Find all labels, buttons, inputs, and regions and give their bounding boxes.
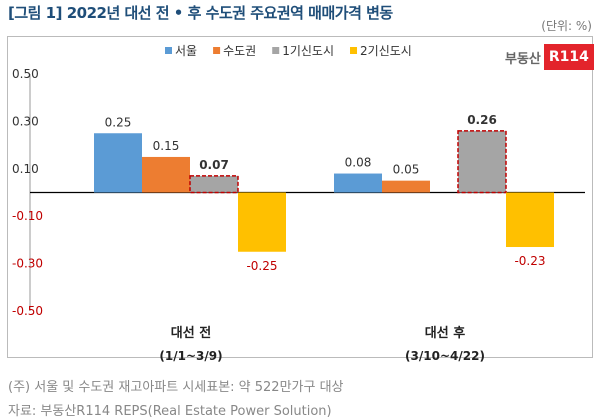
- logo-badge: R114: [543, 44, 594, 70]
- category-label: 대선 후: [425, 325, 465, 341]
- bar: [334, 173, 382, 193]
- y-tick-label: 0.50: [12, 67, 39, 81]
- bar: [458, 130, 506, 193]
- legend-label: 수도권: [223, 44, 256, 58]
- y-tick-label: -0.30: [12, 257, 43, 271]
- bar: [94, 133, 142, 193]
- y-tick-label: -0.10: [12, 209, 43, 223]
- legend-swatch: [272, 47, 280, 54]
- logo: 부동산 R114: [505, 44, 594, 70]
- y-tick-label: 0.30: [12, 114, 39, 128]
- legend-swatch: [350, 47, 358, 54]
- footnote: (주) 서울 및 수도권 재고아파트 시세표본: 약 522만가구 대상: [8, 380, 344, 395]
- data-label: -0.23: [514, 254, 545, 268]
- bar: [142, 156, 190, 193]
- bar: [238, 192, 286, 252]
- bar: [382, 180, 430, 193]
- legend-label: 서울: [175, 44, 197, 58]
- category-sublabel: (1/1~3/9): [159, 349, 222, 363]
- bar: [506, 192, 554, 248]
- data-label: 0.15: [153, 139, 180, 153]
- data-label: 0.08: [345, 156, 372, 170]
- chart-frame: [7, 36, 593, 358]
- legend-swatch: [213, 47, 221, 54]
- bar: [190, 175, 238, 193]
- logo-text: 부동산: [505, 51, 541, 67]
- legend-label: 1기신도시: [282, 44, 334, 58]
- legend-swatch: [165, 47, 172, 54]
- y-tick-label: -0.50: [12, 304, 43, 318]
- data-label: 0.26: [467, 113, 497, 127]
- category-sublabel: (3/10~4/22): [405, 349, 485, 363]
- chart-title: [그림 1] 2022년 대선 전 • 후 수도권 주요권역 매매가격 변동: [8, 4, 393, 22]
- bar-highlight: [457, 130, 507, 194]
- data-label: 0.25: [105, 115, 132, 129]
- unit-label: (단위: %): [541, 19, 592, 33]
- legend-label: 2기신도시: [360, 44, 412, 58]
- category-label: 대선 전: [171, 325, 211, 341]
- source-note: 자료: 부동산R114 REPS(Real Estate Power Solut…: [8, 404, 332, 419]
- y-tick-label: 0.10: [12, 162, 39, 176]
- data-label: 0.05: [393, 163, 420, 177]
- data-label: 0.07: [199, 158, 229, 172]
- bar-highlight: [189, 175, 239, 194]
- data-label: -0.25: [246, 259, 277, 273]
